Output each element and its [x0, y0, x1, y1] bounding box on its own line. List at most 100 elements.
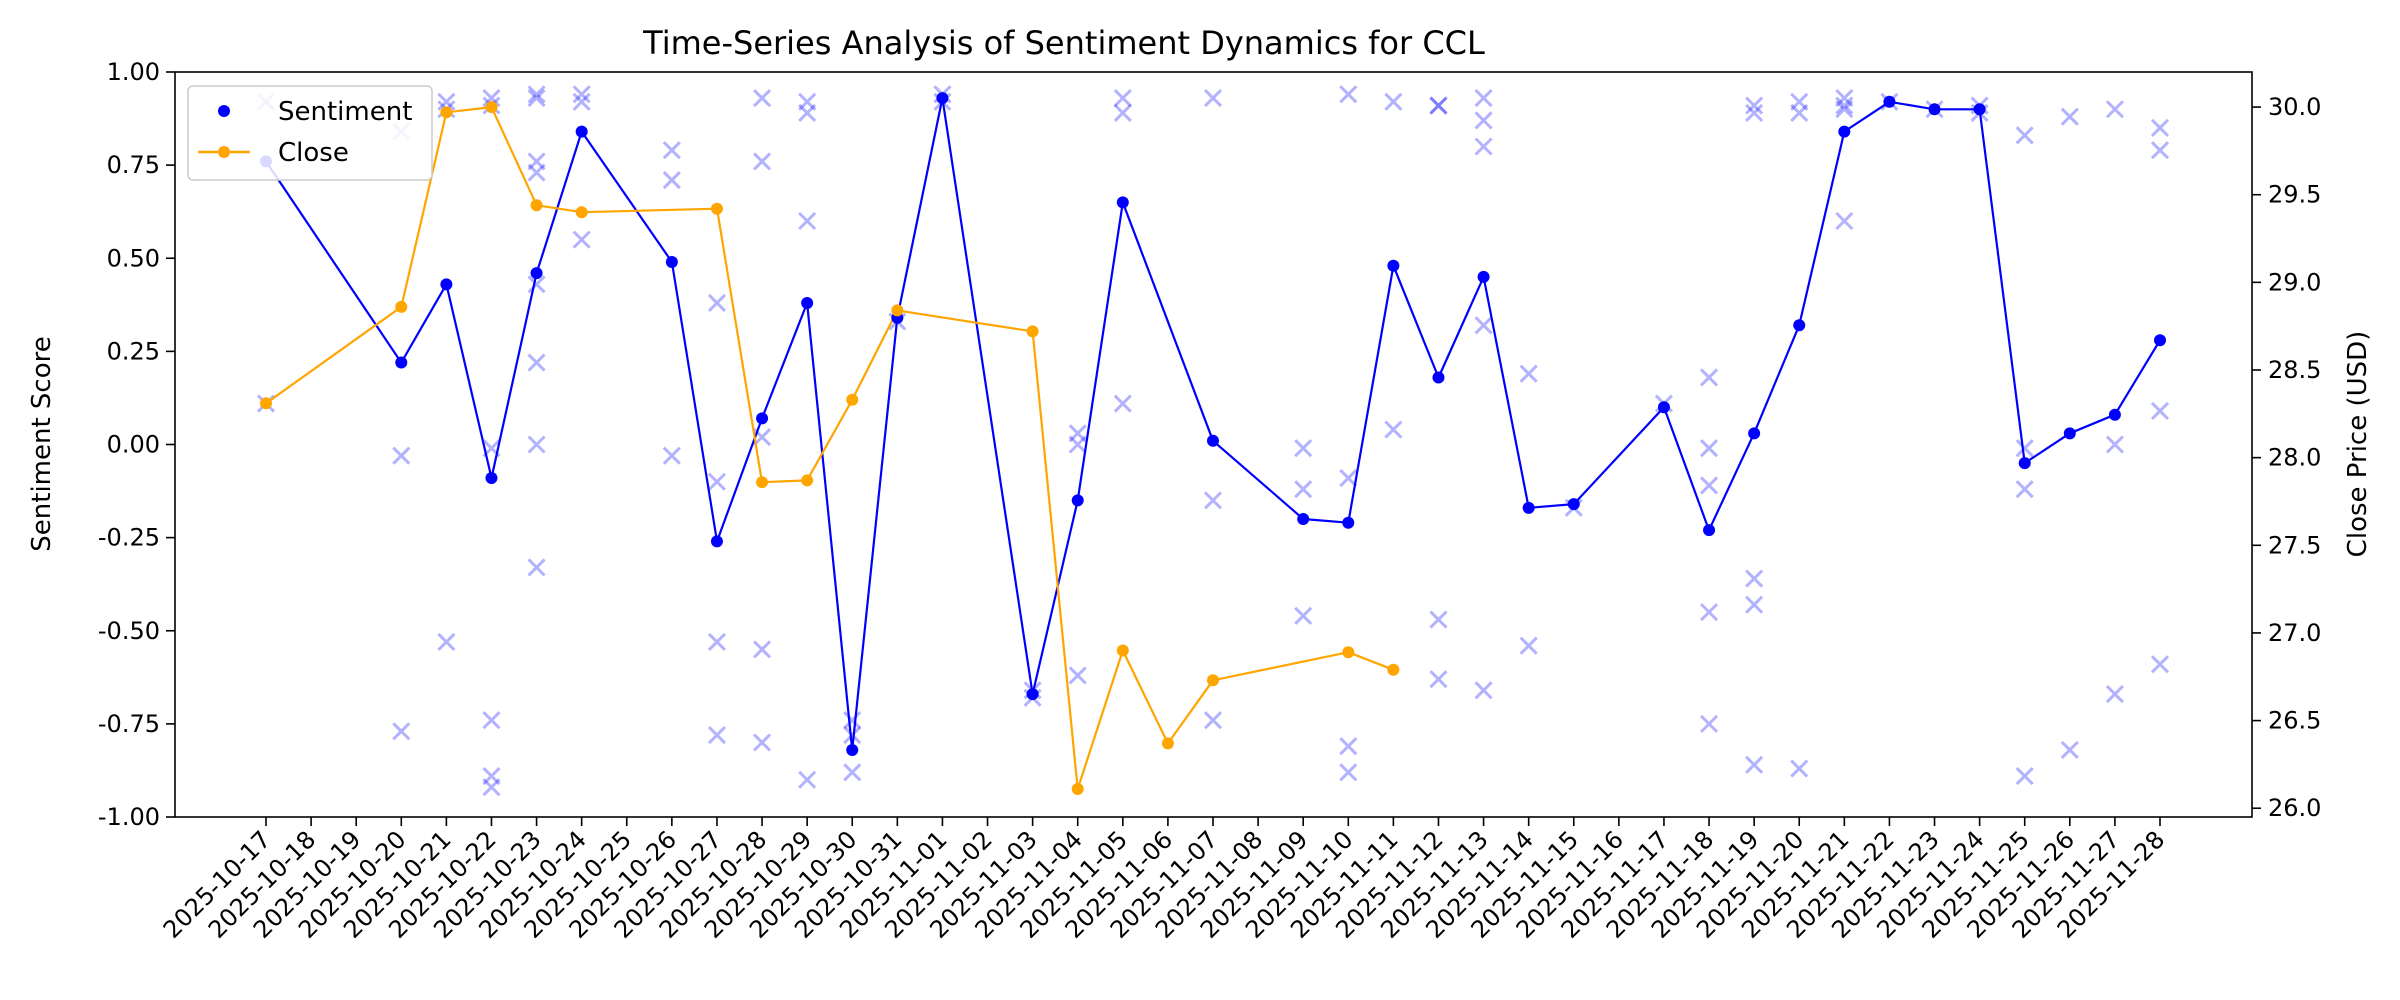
raw-score-marker [2105, 685, 2124, 704]
raw-score-marker [527, 558, 546, 577]
left-tick-label: 0.00 [107, 431, 160, 459]
close-point [801, 474, 814, 487]
raw-score-marker [1699, 603, 1719, 622]
raw-score-marker [1384, 420, 1403, 439]
raw-score-marker [752, 640, 772, 659]
raw-score-marker [437, 632, 456, 651]
raw-score-marker [798, 103, 817, 123]
sentiment-point [710, 535, 723, 548]
sentiment-point [801, 296, 814, 309]
raw-score-marker [1519, 636, 1538, 655]
raw-score-marker [1474, 111, 1493, 130]
legend-sentiment-label: Sentiment [278, 97, 412, 127]
raw-score-marker [1294, 606, 1313, 625]
close-point [1071, 782, 1084, 795]
close-point [485, 101, 498, 114]
close-point [1342, 646, 1355, 659]
legend: Sentiment Close [187, 85, 433, 181]
raw-score-marker [1519, 364, 1538, 383]
left-tick-label: 0.75 [107, 151, 160, 179]
raw-score-marker [1699, 439, 1719, 458]
raw-score-marker [1384, 92, 1403, 111]
raw-score-marker [1339, 763, 1358, 782]
sentiment-point [2108, 408, 2121, 421]
left-tick-label: -1.00 [98, 803, 160, 831]
sentiment-point [1973, 103, 1986, 116]
series-lines [265, 96, 2161, 791]
raw-score-marker [1790, 92, 1809, 111]
right-tick-label: 27.5 [2268, 531, 2321, 559]
sentiment-point [2154, 334, 2166, 347]
raw-score-marker [527, 435, 546, 454]
raw-score-marker [527, 353, 546, 372]
raw-score-marker [798, 92, 817, 111]
raw-score-marker [1474, 137, 1493, 156]
sentiment-point [395, 356, 408, 369]
close-point [1026, 325, 1039, 338]
raw-score-marker [843, 725, 862, 745]
raw-score-marker [1068, 435, 1087, 454]
raw-score-marker [572, 92, 591, 111]
close-point [891, 304, 904, 317]
left-tick-label: 1.00 [107, 58, 160, 86]
raw-score-marker [2105, 100, 2124, 119]
close-point [846, 393, 859, 406]
sentiment-point [1838, 125, 1851, 138]
raw-score-marker [2015, 766, 2034, 786]
raw-score-marker [2060, 740, 2079, 760]
sentiment-point [936, 92, 949, 105]
raw-score-marker [2150, 655, 2170, 674]
raw-score-marker [1745, 595, 1764, 614]
raw-score-marker [392, 446, 411, 465]
raw-score-marker [2060, 107, 2079, 126]
raw-score-marker [843, 763, 862, 782]
sentiment-point [1567, 498, 1580, 511]
sentiment-point [2063, 427, 2076, 440]
close-point [1207, 674, 1219, 687]
raw-score-marker [1339, 468, 1358, 488]
sentiment-point [485, 472, 498, 485]
close-point [1387, 663, 1400, 676]
raw-score-marker [1745, 96, 1764, 115]
raw-score-marker [798, 211, 817, 231]
raw-score-marker [1835, 89, 1854, 108]
raw-score-marker [1745, 569, 1764, 588]
raw-score-marker [1835, 211, 1854, 231]
raw-score-marker [527, 89, 546, 108]
raw-score-marker [1474, 681, 1493, 700]
legend-close-marker [218, 146, 230, 158]
close-point [530, 199, 543, 212]
sentiment-point [2018, 457, 2031, 470]
raw-score-marker [1790, 103, 1809, 123]
raw-score-marker [1745, 755, 1764, 774]
close-line [265, 105, 1394, 791]
sentiment-point [1928, 103, 1941, 116]
sentiment-point [756, 412, 769, 425]
raw-score-marker [707, 293, 727, 313]
raw-score-marker [2015, 126, 2034, 145]
raw-score-marker [482, 778, 501, 797]
raw-score-marker [1339, 85, 1358, 104]
chart-title: Time-Series Analysis of Sentiment Dynami… [642, 24, 1485, 62]
series-points [260, 92, 2166, 795]
sentiment-point [1342, 516, 1355, 529]
raw-score-marker [1113, 103, 1132, 123]
right-axis-label: Close Price (USD) [2343, 331, 2373, 558]
raw-score-marker [1429, 96, 1448, 115]
raw-score-marker [707, 725, 727, 745]
raw-score-marker [1203, 711, 1223, 730]
raw-score-marker [1294, 439, 1313, 458]
close-point [1116, 644, 1129, 657]
raw-score-marker [2105, 435, 2124, 454]
sentiment-point [1071, 494, 1084, 507]
raw-score-marker [707, 632, 727, 651]
sentiment-point [665, 255, 678, 268]
raw-score-marker [1068, 666, 1087, 685]
close-point [260, 397, 272, 410]
raw-score-marker [752, 733, 772, 752]
raw-score-marker [482, 711, 501, 730]
right-tick-label: 29.5 [2268, 181, 2321, 209]
raw-score-marker [1068, 424, 1087, 443]
raw-score-marker [662, 141, 681, 160]
